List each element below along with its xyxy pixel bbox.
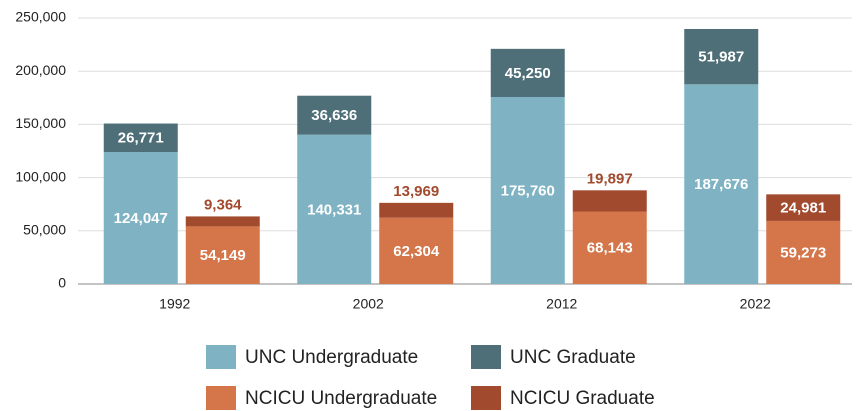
bar-segment <box>766 220 841 284</box>
data-label: 19,897 <box>587 170 633 187</box>
bar-segment <box>572 211 647 284</box>
bar-segment <box>684 84 759 284</box>
x-tick-label: 1992 <box>159 296 190 312</box>
y-tick-label: 250,000 <box>15 9 66 25</box>
legend-label: UNC Graduate <box>510 347 636 368</box>
data-label: 175,760 <box>501 182 555 199</box>
y-tick-label: 0 <box>58 275 66 291</box>
y-tick-label: 50,000 <box>23 222 66 238</box>
data-label: 54,149 <box>200 247 246 264</box>
data-label: 124,047 <box>114 210 168 227</box>
bar-segment <box>490 96 565 284</box>
bar-segment <box>185 216 260 227</box>
data-label: 68,143 <box>587 240 633 257</box>
y-tick-label: 200,000 <box>15 62 66 78</box>
bar-segment <box>572 190 647 212</box>
bar-segment <box>297 134 372 284</box>
x-tick-label: 2022 <box>740 296 771 312</box>
bar-segment <box>103 123 178 153</box>
data-label: 24,981 <box>780 200 826 217</box>
data-label: 140,331 <box>307 201 361 218</box>
data-label: 13,969 <box>393 183 439 200</box>
data-label: 9,364 <box>204 196 242 213</box>
data-label: 36,636 <box>311 107 357 124</box>
bar-segment <box>185 226 260 284</box>
legend-swatch <box>206 345 236 369</box>
bar-segment <box>379 202 454 218</box>
y-tick-label: 150,000 <box>15 115 66 131</box>
legend-label: UNC Undergraduate <box>245 347 418 368</box>
y-tick-label: 100,000 <box>15 168 66 184</box>
bar-segment <box>766 194 841 221</box>
legend-label: NCICU Graduate <box>510 388 655 409</box>
legend-swatch <box>206 386 236 410</box>
data-label: 45,250 <box>505 65 551 82</box>
bar-segment <box>490 48 565 97</box>
x-tick-label: 2012 <box>546 296 577 312</box>
bar-segment <box>103 152 178 284</box>
data-label: 187,676 <box>694 176 748 193</box>
legend-label: NCICU Undergraduate <box>245 388 437 409</box>
data-label: 59,273 <box>780 244 826 261</box>
legend-swatch <box>471 345 501 369</box>
bar-segment <box>379 217 454 284</box>
data-label: 62,304 <box>393 243 440 260</box>
bar-segment <box>684 28 759 85</box>
data-label: 51,987 <box>698 49 744 66</box>
data-label: 26,771 <box>118 130 164 147</box>
x-tick-label: 2002 <box>353 296 384 312</box>
legend-swatch <box>471 386 501 410</box>
bar-segment <box>297 95 372 135</box>
